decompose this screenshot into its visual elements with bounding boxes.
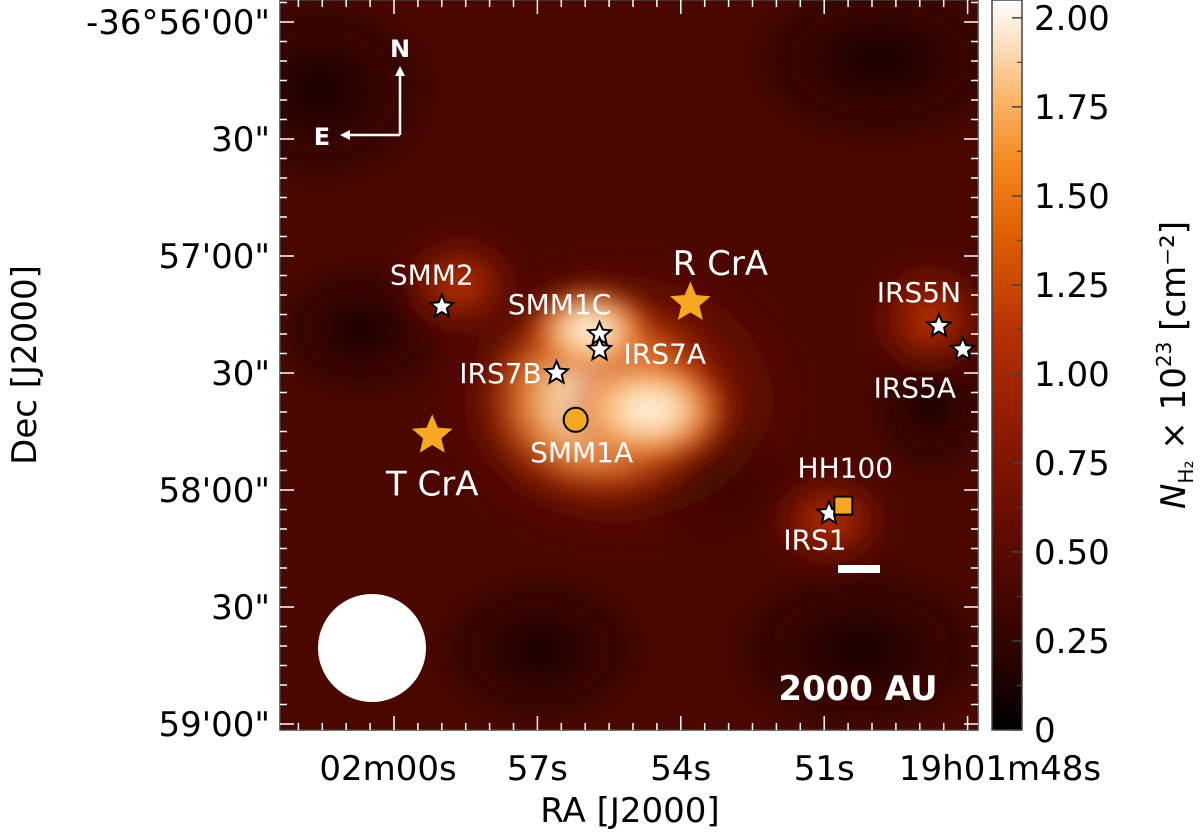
compass <box>345 72 402 137</box>
source-star-t-cra <box>411 414 453 453</box>
y-tick-labels: -36°56'00" 30" 57'00" 30" 58'00" 30" 59'00" <box>86 3 270 745</box>
x-tick-label: 54s <box>650 749 711 789</box>
colorbar-tick-label: 0.50 <box>1034 533 1110 573</box>
y-tick-label: -36°56'00" <box>86 3 270 43</box>
y-tick-label: 30" <box>211 588 270 628</box>
colorbar-tick-label: 1.25 <box>1034 266 1110 306</box>
map-frame <box>279 0 979 731</box>
source-label-r-cra: R CrA <box>673 244 768 284</box>
colorbar-label-times: × 10 <box>1154 367 1194 460</box>
source-label-irs7b: IRS7B <box>459 357 542 390</box>
colorbar-tick-label: 2.00 <box>1034 0 1110 39</box>
colorbar <box>991 0 1023 731</box>
x-axis-label: RA [J2000] <box>540 791 719 831</box>
source-star-irs7a <box>585 334 614 362</box>
source-star-irs5n <box>925 311 953 339</box>
x-tick-labels: 02m00s 57s 54s 51s 19h01m48s <box>319 749 1101 789</box>
colorbar-tick-label: 0 <box>1034 711 1056 751</box>
source-label-irs5n: IRS5N <box>877 276 961 309</box>
scalebar <box>838 565 880 573</box>
y-tick-label: 30" <box>211 354 270 394</box>
x-tick-label: 19h01m48s <box>899 749 1101 789</box>
y-axis-label: Dec [J2000] <box>5 265 45 465</box>
heatmap-dark-patch <box>280 0 440 190</box>
y-tick-label: 30" <box>211 120 270 160</box>
source-star-smm2 <box>427 292 456 319</box>
heatmap <box>280 0 978 730</box>
source-label-hh100: HH100 <box>798 452 894 485</box>
compass-north-label: N <box>390 35 410 63</box>
colorbar-label-subscript: H₂ <box>1174 461 1198 484</box>
source-label-irs7a: IRS7A <box>624 338 706 371</box>
x-tick-label: 57s <box>507 749 568 789</box>
source-label-t-cra: T CrA <box>385 464 479 504</box>
colorbar-label-unit: [cm⁻²] <box>1154 221 1194 342</box>
heatmap-core <box>560 350 740 470</box>
heatmap-dark-patch <box>720 560 978 730</box>
source-circle-smm1a <box>562 406 589 433</box>
colorbar-label-symbol: N <box>1154 484 1194 509</box>
source-label-smm1a: SMM1A <box>530 436 633 469</box>
y-tick-label: 57'00" <box>158 237 270 277</box>
scalebar-label: 2000 AU <box>778 669 937 709</box>
x-tick-label: 02m00s <box>319 749 456 789</box>
y-tick-label: 58'00" <box>158 471 270 511</box>
colorbar-label: NH₂ × 1023 [cm⁻²] <box>1152 221 1198 509</box>
source-label-irs5a: IRS5A <box>874 372 956 405</box>
colorbar-tick-label: 1.75 <box>1034 88 1110 128</box>
heatmap-warm-patch <box>860 250 978 390</box>
source-markers: SMM2 SMM1C IRS7A IRS7B R CrA T CrA SMM1A IRS5N I… <box>385 244 977 556</box>
source-star-r-cra <box>670 281 711 321</box>
colorbar-tick-label: 1.00 <box>1034 355 1110 395</box>
colorbar-tick-label: 1.50 <box>1034 177 1110 217</box>
x-tick-label: 51s <box>794 749 855 789</box>
source-star-irs5a <box>948 335 977 362</box>
colorbar-label-exponent: 23 <box>1152 342 1176 367</box>
heatmap-dark-patch <box>740 0 978 150</box>
compass-north-head <box>395 66 405 76</box>
colorbar-tick-labels: 0 0.25 0.50 0.75 1.00 1.25 1.50 1.75 2.00 <box>1034 0 1110 751</box>
colorbar-tick-label: 0.25 <box>1034 622 1110 662</box>
colorbar-tick-label: 0.75 <box>1034 444 1110 484</box>
heatmap-dark-patch <box>430 570 650 730</box>
source-label-smm1c: SMM1C <box>508 288 611 321</box>
compass-east-label: E <box>314 123 330 151</box>
map-ticks <box>280 0 978 730</box>
source-star-irs7b <box>542 358 571 385</box>
source-label-irs1: IRS1 <box>783 523 846 556</box>
source-square-hh100 <box>833 495 854 516</box>
y-tick-label: 59'00" <box>158 705 270 745</box>
beam-circle <box>318 594 426 702</box>
colorbar-ticks <box>1012 17 1022 731</box>
compass-east-head <box>340 130 350 140</box>
source-label-smm2: SMM2 <box>390 259 474 292</box>
